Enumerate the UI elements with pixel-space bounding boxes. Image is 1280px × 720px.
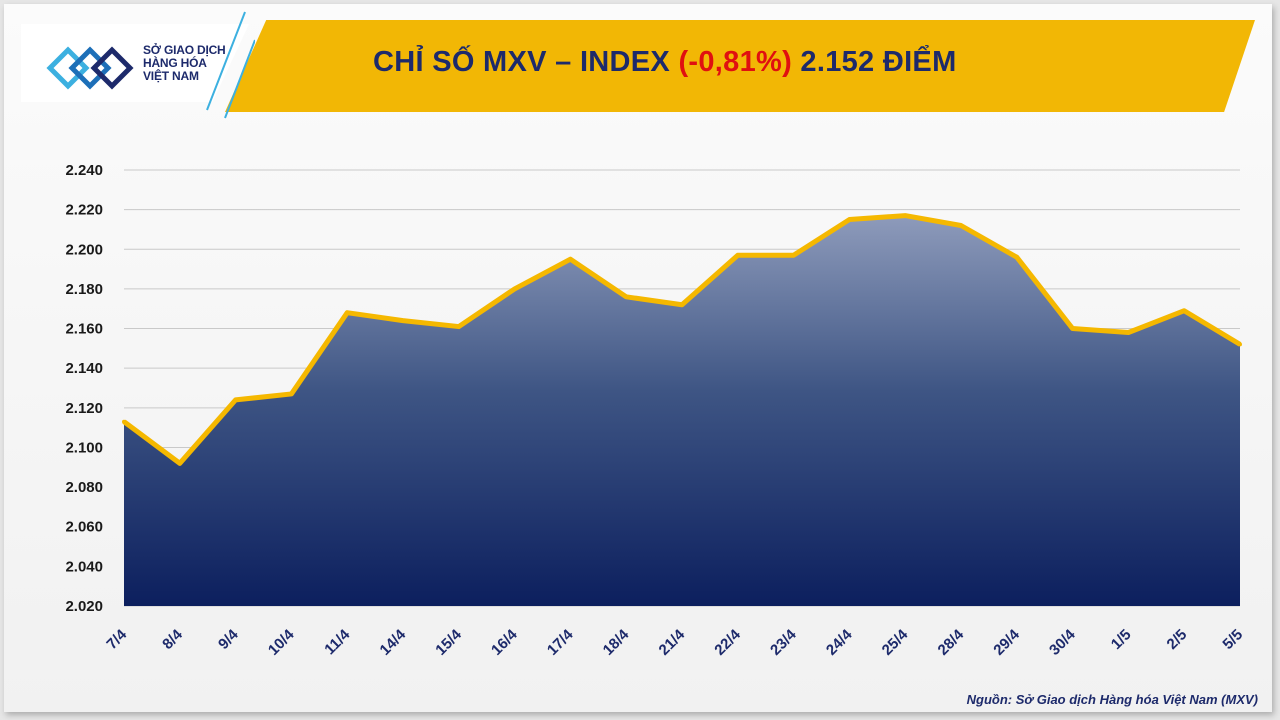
y-tick-label: 2.200 — [65, 241, 103, 258]
area-fill — [124, 215, 1240, 606]
data-point — [1070, 326, 1075, 331]
x-tick-label: 2/5 — [1164, 626, 1191, 653]
x-tick-label: 23/4 — [767, 626, 800, 659]
logo-line-1: SỞ GIAO DỊCH — [143, 43, 226, 57]
y-tick-label: 2.220 — [65, 202, 103, 219]
y-tick-label: 2.140 — [65, 360, 103, 377]
x-tick-label: 11/4 — [321, 626, 354, 659]
title-band — [225, 20, 1255, 112]
y-tick-label: 2.020 — [65, 598, 103, 615]
page-title: CHỈ SỐ MXV – INDEX (-0,81%) 2.152 ĐIỂM — [373, 46, 1093, 79]
logo-accent-lines — [206, 11, 255, 119]
y-tick-label: 2.240 — [65, 162, 103, 179]
x-tick-label: 10/4 — [265, 626, 298, 659]
title-change: (-0,81%) — [678, 46, 793, 78]
data-point — [568, 257, 573, 262]
data-point — [1182, 308, 1187, 313]
data-point — [289, 391, 294, 396]
data-point — [680, 302, 684, 307]
data-point — [624, 294, 629, 299]
data-point — [456, 324, 461, 329]
logo-line-3: VIỆT NAM — [143, 69, 199, 83]
data-point — [1238, 342, 1242, 347]
x-tick-label: 29/4 — [990, 626, 1023, 659]
x-tick-label: 5/5 — [1219, 626, 1246, 653]
area-layer — [122, 213, 1242, 606]
data-point — [959, 223, 963, 228]
logo-text: SỞ GIAO DỊCH HÀNG HÓA VIỆT NAM — [143, 44, 226, 83]
source-note: Nguồn: Sở Giao dịch Hàng hóa Việt Nam (M… — [966, 692, 1258, 707]
title-prefix: CHỈ SỐ MXV – INDEX — [373, 46, 679, 78]
data-point — [1126, 330, 1131, 335]
data-point — [345, 310, 350, 315]
x-tick-label: 22/4 — [711, 626, 744, 659]
data-point — [1014, 255, 1019, 260]
y-tick-label: 2.080 — [65, 479, 103, 496]
y-tick-label: 2.160 — [65, 321, 103, 338]
y-tick-label: 2.100 — [65, 439, 103, 456]
data-point — [512, 286, 517, 291]
x-tick-label: 9/4 — [215, 626, 242, 653]
title-suffix: 2.152 ĐIỂM — [792, 46, 957, 78]
x-tick-label: 25/4 — [879, 626, 912, 659]
data-point — [791, 253, 796, 258]
x-tick-label: 1/5 — [1108, 626, 1135, 653]
data-point — [847, 217, 852, 222]
x-tick-label: 21/4 — [656, 626, 689, 659]
x-tick-label: 28/4 — [935, 626, 968, 659]
x-tick-label: 7/4 — [103, 626, 130, 653]
x-tick-label: 8/4 — [159, 626, 186, 653]
x-tick-label: 30/4 — [1046, 626, 1079, 659]
x-tick-label: 14/4 — [377, 626, 410, 659]
y-axis-ticks: 2.020 2.040 2.060 2.080 2.100 2.120 2.140 2.160… — [65, 162, 103, 615]
y-tick-label: 2.060 — [65, 519, 103, 536]
y-tick-label: 2.180 — [65, 281, 103, 298]
x-axis-ticks: 7/4 8/4 9/4 10/4 11/4 14/4 15/4 16/4 17/4 18/4 21/… — [103, 626, 1246, 659]
y-tick-label: 2.040 — [65, 558, 103, 575]
data-point — [177, 461, 182, 466]
x-tick-label: 24/4 — [823, 626, 856, 659]
data-point — [233, 397, 238, 402]
mxv-logo-icon — [46, 46, 134, 90]
data-point — [401, 318, 405, 323]
data-point — [122, 419, 126, 424]
y-tick-label: 2.120 — [65, 400, 103, 417]
data-point — [735, 253, 740, 258]
data-point — [903, 213, 908, 218]
x-tick-label: 17/4 — [544, 626, 577, 659]
x-tick-label: 16/4 — [488, 626, 521, 659]
logo-box — [21, 24, 249, 102]
x-tick-label: 15/4 — [432, 626, 465, 659]
x-tick-label: 18/4 — [600, 626, 633, 659]
logo-line-2: HÀNG HÓA — [143, 56, 207, 70]
